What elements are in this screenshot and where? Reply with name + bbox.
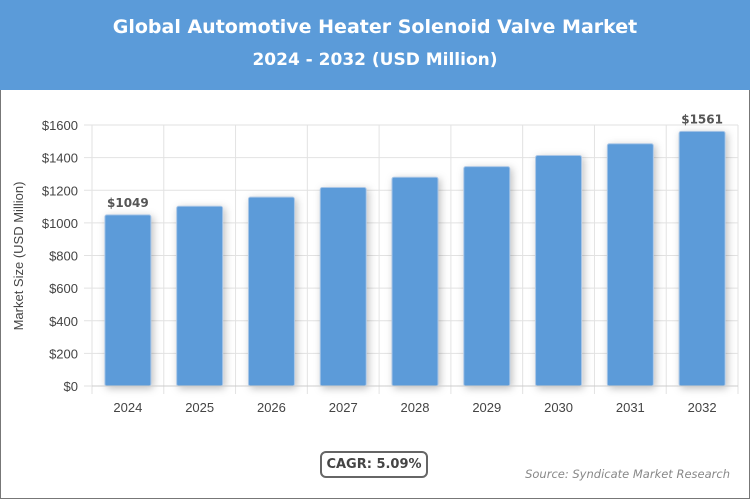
bar-2029 (463, 166, 511, 387)
x-tick-label: 2029 (472, 400, 501, 415)
x-tick-label: 2027 (329, 400, 358, 415)
chart-title: Global Automotive Heater Solenoid Valve … (112, 16, 638, 38)
x-tick-label: 2024 (113, 400, 142, 415)
source-note: Source: Syndicate Market Research (525, 467, 730, 481)
y-tick-label: $200 (49, 346, 78, 361)
x-tick-label: 2030 (544, 400, 573, 415)
y-tick-label: $1600 (42, 118, 78, 133)
cagr-badge: CAGR: 5.09% (320, 451, 428, 478)
bar-2024 (104, 214, 152, 387)
y-tick-label: $400 (49, 314, 78, 329)
y-tick-label: $0 (64, 379, 78, 394)
x-tick-label: 2025 (185, 400, 214, 415)
y-tick-label: $1200 (42, 183, 78, 198)
y-axis-label: Market Size (USD Million) (11, 182, 26, 331)
y-tick-label: $1000 (42, 216, 78, 231)
x-tick-label: 2026 (257, 400, 286, 415)
chart-header: Global Automotive Heater Solenoid Valve … (0, 0, 750, 90)
x-tick-label: 2031 (616, 400, 645, 415)
chart-subtitle: 2024 - 2032 (USD Million) (252, 50, 498, 70)
bar-2027 (319, 186, 367, 387)
y-tick-label: $600 (49, 281, 78, 296)
y-tick-label: $800 (49, 249, 78, 264)
bar-2028 (391, 176, 439, 387)
bar-2032 (678, 130, 726, 387)
bar-2031 (606, 143, 654, 387)
bar-2030 (535, 155, 583, 387)
bar-2026 (247, 196, 295, 387)
y-tick-label: $1400 (42, 151, 78, 166)
data-label: $1561 (681, 112, 723, 126)
x-tick-label: 2028 (401, 400, 430, 415)
x-tick-label: 2032 (688, 400, 717, 415)
bar-2025 (176, 205, 224, 387)
data-label: $1049 (107, 196, 149, 210)
